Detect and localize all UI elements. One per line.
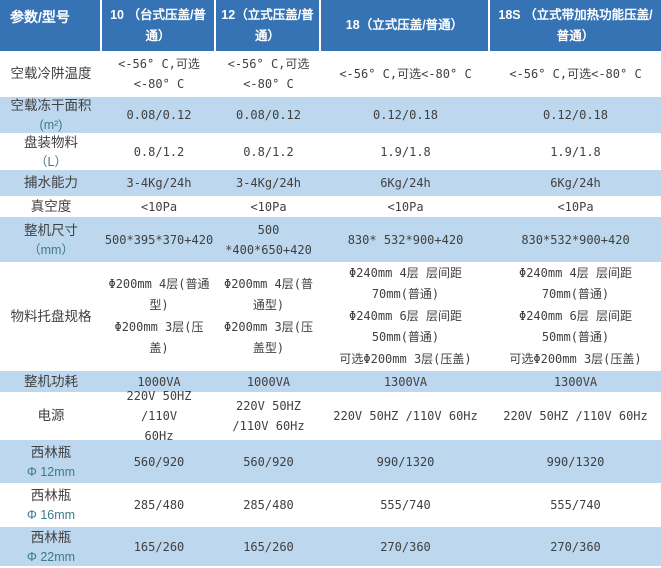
spec-cell: 220V 50HZ /110V 60Hz [333,409,478,423]
spec-cell: Φ240mm 4层 层间距 70mm(普通) Φ240mm 6层 层间距 50m… [339,265,472,366]
spec-cell: 1300VA [383,374,428,389]
spec-cell: <10Pa [557,199,594,214]
spec-cell: 830*532*900+420 [521,232,630,247]
spec-cell: Φ240mm 4层 层间距 70mm(普通) Φ240mm 6层 层间距 50m… [509,265,642,366]
spec-cell: 830* 532*900+420 [347,232,464,247]
spec-cell: 165/260 [243,539,294,554]
spec-cell: 6Kg/24h [380,176,431,190]
spec-cell: 0.8/1.2 [133,144,185,159]
row-label-sub: Φ 16mm [26,508,76,522]
spec-cell: 1.9/1.8 [380,144,431,159]
spec-row-power-consumption: 整机功耗 1000VA 1000VA 1300VA 1300VA [0,371,661,392]
spec-cell: 220V 50HZ /110V 60Hz [503,409,648,423]
spec-cell: 560/920 [243,454,294,469]
spec-row-material-tray-spec: 物料托盘规格 Φ200mm 4层(普通型) Φ200mm 3层(压盖) Φ200… [0,262,661,371]
row-label: 电源 [37,408,65,423]
row-label-sub: （L） [35,154,67,169]
spec-cell: 560/920 [133,454,185,469]
spec-cell: 220V 50HZ /110V 60Hz [126,389,192,443]
spec-cell: 1.9/1.8 [550,144,601,159]
row-label: 整机功耗 [24,373,78,389]
spec-row-vial-22mm: 西林瓶 Φ 22mm 165/260 165/260 270/360 270/36… [0,527,661,566]
spec-cell: 555/740 [550,498,601,512]
spec-cell: 990/1320 [546,454,605,469]
spec-row-vacuum-degree: 真空度 <10Pa <10Pa <10Pa <10Pa [0,196,661,217]
spec-cell: 1300VA [553,374,598,389]
spec-row-freeze-dry-area: 空载冻干面积 (m²) 0.08/0.12 0.08/0.12 0.12/0.18… [0,97,661,133]
spec-cell: Φ200mm 4层(普通型) Φ200mm 3层(压盖) [108,276,210,356]
spec-cell: 0.08/0.12 [235,108,302,122]
spec-row-cold-trap-temperature: 空载冷阱温度 <-56° C,可选 <-80° C <-56° C,可选 <-8… [0,51,661,97]
spec-cell: 0.8/1.2 [243,144,294,159]
spec-cell: 6Kg/24h [550,176,601,190]
row-label-sub: Φ 22mm [26,549,76,564]
spec-cell: 1000VA [137,374,181,389]
row-label: 捕水能力 [24,175,78,190]
spec-cell: 285/480 [133,498,185,512]
spec-cell: <-56° C,可选 <-80° C [118,57,200,91]
col-header-parameter-model: 参数/型号 [0,0,102,51]
spec-row-vial-12mm: 西林瓶 Φ 12mm 560/920 560/920 990/1320 990/1… [0,440,661,483]
row-label: 西林瓶 [30,444,72,460]
row-label: 物料托盘规格 [10,308,92,324]
col-header-model-18s: 18S （立式带加热功能压盖/普通） [498,7,653,43]
spec-cell: 555/740 [380,498,431,512]
col-header-model-12: 12（立式压盖/普通） [216,0,321,51]
spec-row-power-supply: 电源 220V 50HZ /110V 60Hz 220V 50HZ /110V … [0,389,661,443]
spec-cell: 0.12/0.18 [542,108,609,122]
spec-cell: 220V 50HZ /110V 60Hz [232,399,305,433]
row-label-sub: Φ 12mm [26,464,76,479]
spec-cell: <10Pa [140,199,178,214]
spec-cell: 165/260 [133,539,185,554]
spec-cell: 270/360 [550,539,601,554]
spec-cell: 3-4Kg/24h [235,176,302,190]
spec-row-tray-material-volume: 盘装物料 （L） 0.8/1.2 0.8/1.2 1.9/1.8 1.9/1.8 [0,133,661,170]
spec-row-vial-16mm: 西林瓶 Φ 16mm 285/480 285/480 555/740 555/74… [0,483,661,527]
spec-cell: <10Pa [250,199,287,214]
col-header-model-18: 18（立式压盖/普通） [321,0,490,51]
spec-cell: 3-4Kg/24h [126,176,192,190]
row-label: 盘装物料 [24,134,78,150]
spec-cell: <-56° C,可选<-80° C [339,67,472,81]
spec-cell: <-56° C,可选 <-80° C [227,57,310,91]
row-label: 整机尺寸 [24,222,78,238]
spec-row-machine-dimensions: 整机尺寸 （mm） 500*395*370+420 500 *400*650+42… [0,217,661,262]
spec-cell: 0.08/0.12 [126,108,192,122]
spec-cell: 0.12/0.18 [372,108,439,122]
col-header-model-10: 10 （台式压盖/普通） [102,0,216,51]
spec-cell: Φ200mm 4层(普通型) Φ200mm 3层(压盖型) [223,276,314,356]
row-label: 真空度 [30,198,72,214]
header-row: 参数/型号 10 （台式压盖/普通） 12（立式压盖/普通） 18（立式压盖/普… [0,0,661,51]
row-label: 西林瓶 [30,529,72,545]
row-label: 空载冻干面积 [10,98,92,113]
row-label-sub: （mm） [28,242,74,257]
spec-cell: 990/1320 [376,454,435,469]
spec-cell: 285/480 [243,498,294,512]
spec-cell: <10Pa [387,199,424,214]
row-label: 空载冷阱温度 [10,66,92,81]
spec-cell: <-56° C,可选<-80° C [509,67,642,81]
spec-cell: 1000VA [246,374,291,389]
row-label-sub: (m²) [39,118,63,132]
spec-row-water-capture: 捕水能力 3-4Kg/24h 3-4Kg/24h 6Kg/24h 6Kg/24h [0,170,661,196]
spec-cell: 270/360 [380,539,431,554]
spec-cell: 500 *400*650+420 [225,222,312,257]
spec-cell: 500*395*370+420 [104,232,214,247]
row-label: 西林瓶 [30,488,72,503]
